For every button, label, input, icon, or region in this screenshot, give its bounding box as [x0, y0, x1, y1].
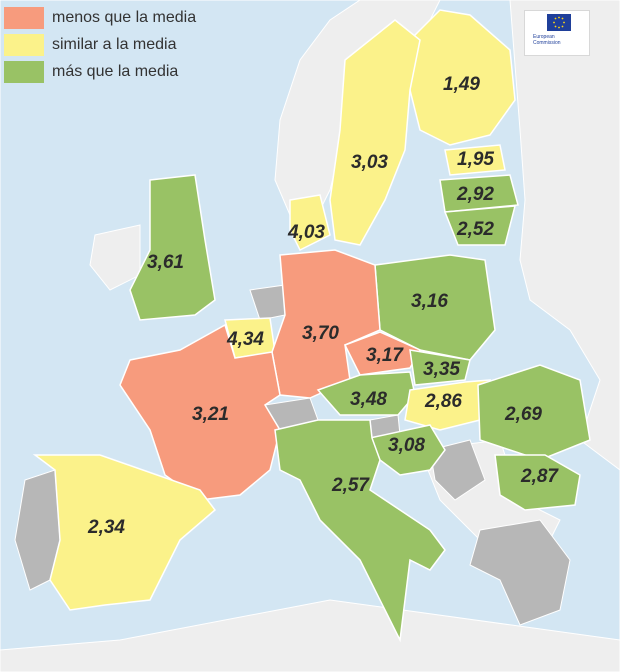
value-label-fi: 1,49	[443, 74, 480, 95]
value-label-uk: 3,61	[147, 252, 184, 273]
region-ee	[444, 144, 506, 176]
legend-item-similar: similar a la media	[4, 31, 196, 58]
value-label-at: 3,48	[350, 389, 387, 410]
legend-label-more: más que la media	[52, 62, 179, 80]
land-greece	[469, 519, 571, 626]
logo-text: European Commission	[533, 34, 561, 46]
region-pl	[374, 254, 496, 361]
legend-label-similar: similar a la media	[52, 35, 177, 53]
legend-swatch-more	[4, 60, 44, 83]
region-es	[32, 454, 217, 611]
value-label-hr: 3,08	[388, 435, 425, 456]
european-commission-logo: European Commission	[524, 10, 590, 56]
value-label-ee: 1,95	[457, 149, 494, 170]
region-it	[274, 419, 446, 643]
value-label-be: 4,34	[226, 329, 264, 350]
legend-swatch-less	[4, 6, 44, 29]
land-russia-east	[509, 0, 620, 471]
value-label-dk: 4,03	[287, 222, 325, 243]
land-north-africa	[0, 599, 620, 672]
region-lt	[443, 205, 516, 246]
value-label-de: 3,70	[302, 323, 339, 344]
legend: menos que la media similar a la media má…	[4, 4, 196, 85]
value-label-cz: 3,17	[366, 345, 404, 366]
value-label-lv: 2,92	[456, 184, 494, 205]
land-serbia	[429, 439, 486, 501]
region-se	[329, 19, 421, 246]
logo-text-line1: European	[533, 34, 555, 40]
region-ro	[477, 364, 591, 461]
eu-flag-icon	[547, 14, 571, 31]
value-label-bg: 2,87	[520, 466, 559, 487]
legend-label-less: menos que la media	[52, 8, 197, 26]
land-iceland-ie	[89, 224, 141, 291]
legend-swatch-similar	[4, 33, 44, 56]
value-label-se: 3,03	[351, 152, 388, 173]
legend-item-more: más que la media	[4, 58, 196, 85]
value-label-ro: 2,69	[504, 404, 542, 425]
value-label-it: 2,57	[331, 475, 370, 496]
region-bg	[494, 454, 581, 511]
region-fi	[409, 9, 516, 146]
value-label-hu: 2,86	[424, 391, 462, 412]
value-label-es: 2,34	[87, 517, 125, 538]
logo-text-line2: Commission	[533, 40, 561, 46]
value-label-fr: 3,21	[192, 404, 229, 425]
legend-item-less: menos que la media	[4, 4, 196, 31]
region-uk	[129, 174, 216, 321]
region-lv	[439, 174, 519, 213]
region-dk	[289, 194, 331, 252]
value-label-pl: 3,16	[411, 291, 448, 312]
region-sk	[409, 349, 471, 386]
value-label-sk: 3,35	[423, 359, 460, 380]
value-labels: 1,49 3,03 1,95 2,92 2,52 4,03 3,61 3,16 …	[87, 74, 559, 538]
value-label-lt: 2,52	[456, 219, 494, 240]
